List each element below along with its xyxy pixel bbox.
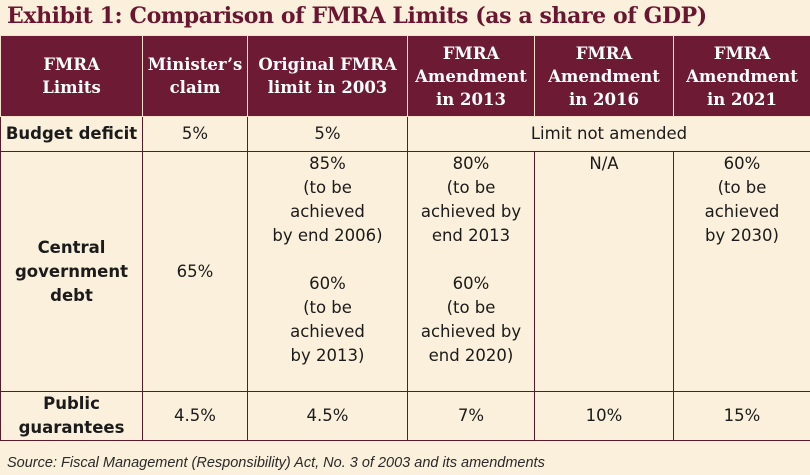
label-line: Central <box>37 237 106 257</box>
header-line: FMRA <box>442 43 500 63</box>
spacer <box>408 248 534 272</box>
header-line: FMRA <box>43 55 100 74</box>
cell-line: achieved <box>290 202 365 221</box>
cell-line: 85% <box>309 154 346 173</box>
header-row: FMRA Limits Minister’s claim Original FM… <box>0 35 810 117</box>
cell-line: 60% <box>452 274 490 293</box>
cell-line: end 2020) <box>428 346 514 365</box>
cell-line: (to be <box>446 298 496 317</box>
cell-debt-minister: 65% <box>142 151 248 392</box>
cell-line: achieved <box>290 322 365 341</box>
label-line: debt <box>50 285 93 305</box>
header-ministers-claim: Minister’s claim <box>142 35 248 117</box>
cell-line: (to be <box>446 178 496 197</box>
cell-deficit-minister: 5% <box>142 116 248 152</box>
fmra-comparison-table: FMRA Limits Minister’s claim Original FM… <box>0 35 810 441</box>
cell-debt-amendment-2013: 80% (to be achieved by end 2013 60% (to … <box>407 151 535 392</box>
cell-guarantees-amendment-2013: 7% <box>407 391 535 441</box>
cell-line: (to be <box>717 178 767 197</box>
header-amendment-2016: FMRA Amendment in 2016 <box>534 35 674 117</box>
cell-debt-original-2003: 85% (to be achieved by end 2006) 60% (to… <box>247 151 408 392</box>
cell-line: achieved by <box>420 322 522 341</box>
cell-debt-amendment-2021: 60% (to be achieved by 2030) <box>673 151 810 392</box>
cell-line: 60% <box>723 154 761 173</box>
exhibit-title: Exhibit 1: Comparison of FMRA Limits (as… <box>7 3 707 29</box>
cell-line: end 2013 <box>431 226 511 245</box>
row-central-government-debt: Central government debt 65% 85% (to be a… <box>0 151 810 392</box>
cell-line: by 2030) <box>705 226 779 245</box>
header-line: Amendment <box>548 66 660 86</box>
header-line: FMRA <box>713 43 771 63</box>
header-line: in 2021 <box>707 89 777 109</box>
spacer <box>248 248 407 272</box>
header-line: in 2013 <box>436 89 506 109</box>
header-line: limit in 2003 <box>267 78 388 97</box>
cell-line: achieved <box>704 202 780 221</box>
cell-debt-amendment-2016: N/A <box>534 151 674 392</box>
header-fmra-limits: FMRA Limits <box>0 35 143 117</box>
row-label-central-debt: Central government debt <box>0 151 143 392</box>
cell-line: by 2013) <box>290 346 365 365</box>
cell-line: 60% <box>309 274 346 293</box>
header-line: Original FMRA <box>258 55 397 74</box>
label-line: guarantees <box>18 418 125 437</box>
row-budget-deficit: Budget deficit 5% 5% Limit not amended <box>0 116 810 152</box>
header-line: FMRA <box>575 43 633 63</box>
header-original-2003: Original FMRA limit in 2003 <box>247 35 408 117</box>
cell-line: (to be <box>303 178 352 197</box>
header-line: Amendment <box>686 66 798 86</box>
row-label-public-guarantees: Public guarantees <box>0 391 143 441</box>
source-note: Source: Fiscal Management (Responsibilit… <box>7 455 545 471</box>
row-public-guarantees: Public guarantees 4.5% 4.5% 7% 10% 15% <box>0 391 810 441</box>
cell-line: by end 2006) <box>272 226 383 245</box>
label-line: government <box>15 261 128 281</box>
header-line: Amendment <box>415 66 527 86</box>
header-line: Minister’s <box>147 55 243 74</box>
cell-deficit-not-amended: Limit not amended <box>407 116 810 152</box>
cell-deficit-original-2003: 5% <box>247 116 408 152</box>
label-line: Public <box>43 394 100 413</box>
cell-line: 80% <box>452 154 490 173</box>
cell-guarantees-amendment-2021: 15% <box>673 391 810 441</box>
cell-line: (to be <box>303 298 352 317</box>
header-line: in 2016 <box>569 89 639 109</box>
header-amendment-2013: FMRA Amendment in 2013 <box>407 35 535 117</box>
cell-line: achieved by <box>420 202 522 221</box>
cell-guarantees-minister: 4.5% <box>142 391 248 441</box>
header-amendment-2021: FMRA Amendment in 2021 <box>673 35 810 117</box>
header-line: claim <box>169 78 221 97</box>
cell-guarantees-amendment-2016: 10% <box>534 391 674 441</box>
header-line: Limits <box>42 78 101 97</box>
row-label-budget-deficit: Budget deficit <box>0 116 143 152</box>
cell-guarantees-original-2003: 4.5% <box>247 391 408 441</box>
